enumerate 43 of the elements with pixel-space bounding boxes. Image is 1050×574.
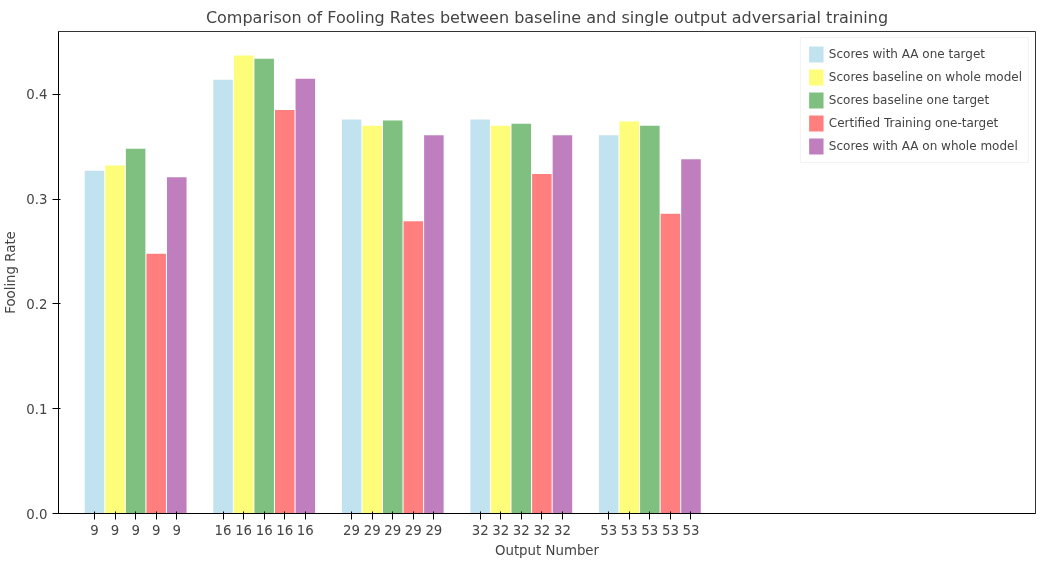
bar bbox=[213, 79, 233, 514]
bar bbox=[167, 177, 187, 514]
x-tick-label: 9 bbox=[110, 522, 120, 538]
y-tick-label: 0.3 bbox=[26, 192, 48, 208]
y-tick-label: 0.2 bbox=[26, 296, 48, 312]
legend-label: Scores baseline one target bbox=[828, 93, 990, 107]
x-tick-label: 16 bbox=[235, 522, 253, 538]
bar bbox=[552, 135, 573, 514]
bar bbox=[125, 148, 146, 514]
bar bbox=[362, 125, 382, 514]
legend-label: Certified Training one-target bbox=[828, 116, 999, 130]
bar bbox=[660, 213, 681, 514]
x-tick-label: 29 bbox=[363, 522, 381, 538]
legend-label: Scores with AA one target bbox=[828, 47, 985, 61]
bar bbox=[470, 119, 490, 514]
bar bbox=[274, 110, 295, 514]
y-tick-label: 0.0 bbox=[26, 506, 48, 522]
bar bbox=[146, 253, 166, 514]
y-tick-label: 0.1 bbox=[26, 401, 48, 417]
x-tick-label: 53 bbox=[641, 522, 659, 538]
bar bbox=[403, 221, 424, 514]
bar bbox=[619, 121, 640, 514]
bar bbox=[341, 119, 362, 514]
bar bbox=[295, 78, 316, 514]
bar bbox=[681, 159, 701, 514]
bar bbox=[511, 123, 532, 514]
bar bbox=[105, 165, 125, 514]
y-tick-label: 0.4 bbox=[26, 87, 48, 103]
bar bbox=[532, 174, 552, 514]
bar bbox=[424, 135, 444, 514]
bar bbox=[254, 58, 274, 514]
bar bbox=[84, 170, 105, 514]
y-axis-title: Fooling Rate bbox=[3, 231, 19, 314]
legend-label: Scores with AA on whole model bbox=[828, 139, 1018, 153]
bar bbox=[640, 125, 660, 514]
bar bbox=[382, 120, 403, 514]
bar bbox=[490, 125, 511, 514]
bar bbox=[598, 135, 619, 514]
x-axis-title: Output Number bbox=[494, 542, 600, 558]
x-tick-label: 32 bbox=[512, 522, 530, 538]
legend-label: Scores baseline on whole model bbox=[828, 70, 1022, 84]
chart-title: Comparison of Fooling Rates between baseline and single output adversarial training bbox=[205, 7, 889, 27]
bar bbox=[233, 55, 254, 514]
